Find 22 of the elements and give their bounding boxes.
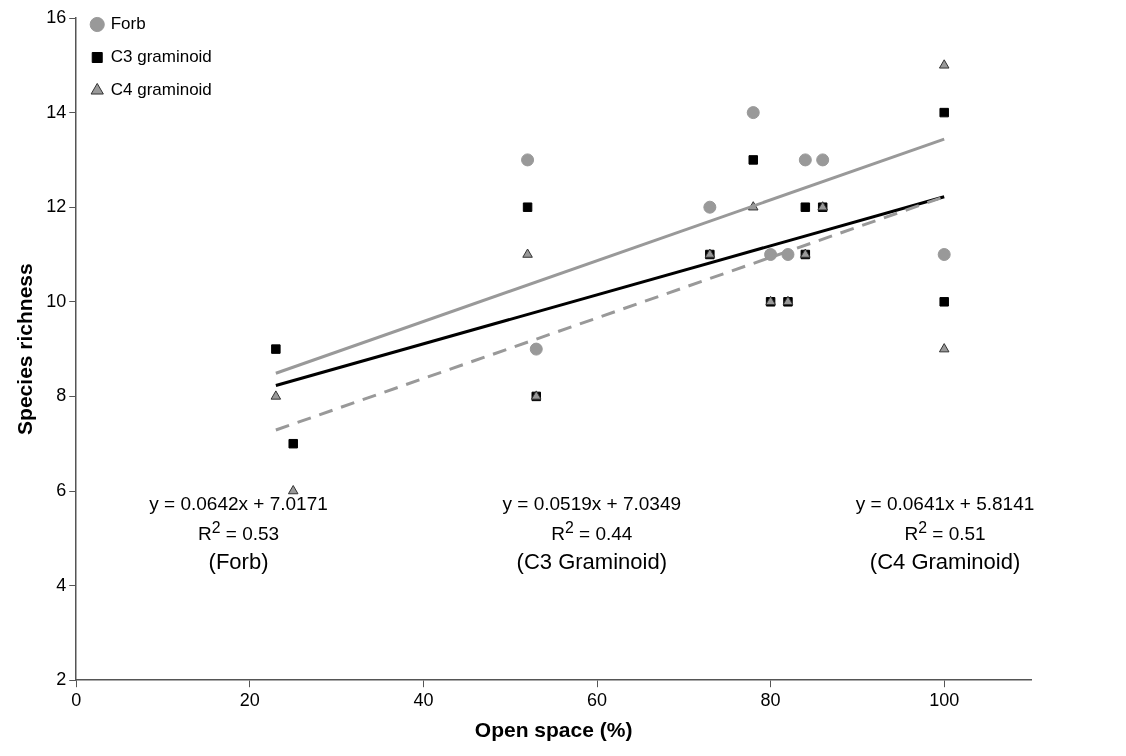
x-tick-label: 60 [586, 689, 608, 710]
y-tick-label: 4 [56, 574, 67, 595]
x-tick-label: 40 [413, 689, 434, 710]
y-tick-label: 8 [56, 385, 67, 406]
y-tick-label: 12 [46, 196, 67, 217]
y-tick-label: 2 [56, 669, 67, 690]
y-tick-label: 14 [46, 101, 67, 122]
legend-label: C3 graminoid [110, 47, 212, 67]
legend-label: C4 graminoid [110, 80, 212, 100]
y-tick-label: 10 [46, 290, 67, 311]
annotation: y = 0.0642x + 7.0171 R$^{2}$ = 0.53 (Forb) [149, 492, 328, 577]
x-tick-label: 100 [929, 689, 960, 710]
x-tick-label: 20 [239, 689, 260, 710]
legend-label: Forb [110, 14, 146, 34]
annotation: y = 0.0641x + 5.8141 R$^{2}$ = 0.51 (C4 Graminoid) [855, 492, 1035, 577]
annotation: y = 0.0519x + 7.0349 R$^{2}$ = 0.44 (C3 Graminoid) [502, 492, 682, 577]
x-tick-label: 0 [71, 689, 82, 710]
x-tick-label: 80 [760, 689, 781, 710]
y-tick-label: 16 [46, 6, 67, 27]
x-axis-title: Open space (%) [474, 718, 633, 742]
y-tick-label: 6 [56, 479, 67, 500]
y-axis-title: Species richness [13, 263, 37, 435]
